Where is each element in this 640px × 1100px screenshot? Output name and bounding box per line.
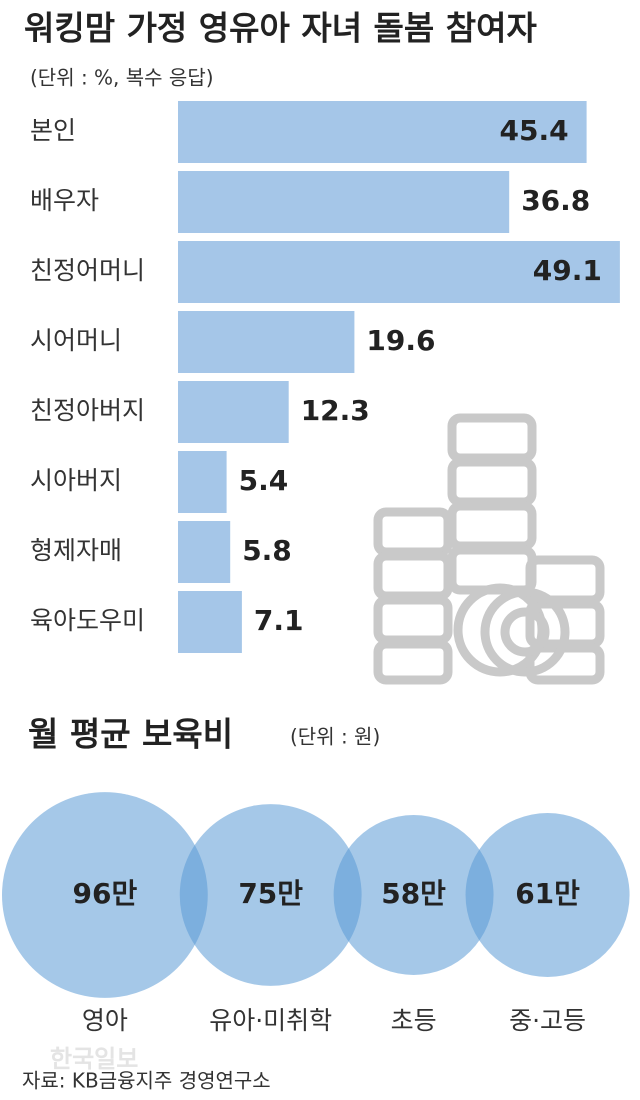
category-label: 배우자 bbox=[30, 186, 99, 215]
chart-subtitle: (단위 : 원) bbox=[290, 725, 380, 749]
category-label: 친정어머니 bbox=[30, 256, 145, 285]
value-label: 19.6 bbox=[366, 324, 435, 357]
value-label: 7.1 bbox=[254, 604, 304, 637]
value-label: 49.1 bbox=[533, 254, 602, 287]
bar bbox=[178, 311, 355, 373]
bubble bbox=[465, 812, 630, 978]
category-label: 영아 bbox=[82, 1006, 128, 1035]
chart-title: 워킹맘 가정 영유아 자녀 돌봄 참여자 bbox=[24, 9, 537, 48]
category-label: 중·고등 bbox=[509, 1006, 586, 1035]
value-label: 96만 bbox=[73, 877, 138, 910]
bubble bbox=[2, 792, 208, 998]
category-label: 육아도우미 bbox=[30, 606, 145, 635]
chart-subtitle: (단위 : %, 복수 응답) bbox=[30, 66, 214, 90]
chart-title: 월 평균 보육비 bbox=[28, 715, 233, 754]
value-label: 45.4 bbox=[500, 114, 569, 147]
category-label: 본인 bbox=[30, 116, 76, 145]
bar bbox=[178, 381, 289, 443]
category-label: 친정아버지 bbox=[30, 396, 145, 425]
bar bbox=[178, 241, 620, 303]
bubble bbox=[179, 804, 362, 986]
category-label: 시어머니 bbox=[30, 326, 122, 355]
watermark: 한국일보 bbox=[50, 1045, 138, 1073]
category-label: 유아·미취학 bbox=[209, 1006, 332, 1035]
bar bbox=[178, 591, 242, 653]
category-label: 형제자매 bbox=[30, 536, 122, 565]
value-label: 75만 bbox=[238, 877, 303, 910]
bar bbox=[178, 451, 227, 513]
coins-icon bbox=[373, 413, 605, 685]
bar bbox=[178, 521, 231, 583]
bar bbox=[178, 101, 587, 163]
value-label: 5.8 bbox=[242, 534, 292, 567]
value-label: 61만 bbox=[515, 877, 580, 910]
value-label: 36.8 bbox=[521, 184, 590, 217]
value-label: 58만 bbox=[381, 877, 446, 910]
value-label: 12.3 bbox=[301, 394, 370, 427]
source: 자료: KB금융지주 경영연구소 bbox=[22, 1069, 271, 1093]
category-label: 시아버지 bbox=[30, 466, 122, 495]
bubble bbox=[333, 815, 494, 975]
bar bbox=[178, 171, 510, 233]
category-label: 초등 bbox=[391, 1006, 437, 1035]
value-label: 5.4 bbox=[239, 464, 289, 497]
